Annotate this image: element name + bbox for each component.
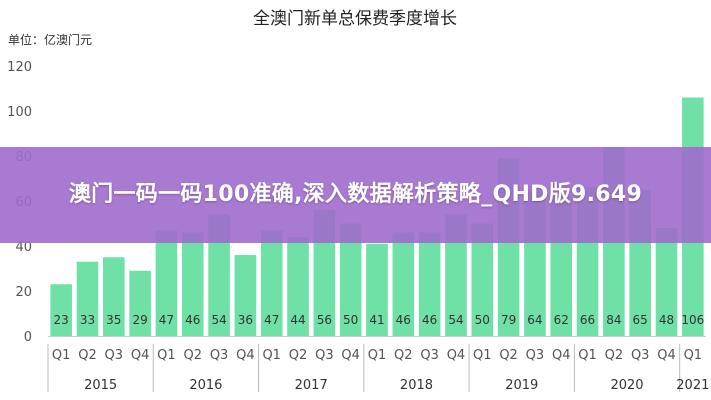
x-tick-label: Q3 — [210, 348, 229, 363]
bar-data-label: 79 — [501, 313, 516, 327]
x-tick-label: Q1 — [578, 348, 597, 363]
y-tick-label: 100 — [7, 105, 32, 120]
bar-data-label: 35 — [106, 313, 121, 327]
bar-data-label: 33 — [80, 313, 95, 327]
x-tick-label: Q1 — [473, 348, 492, 363]
overlay-banner: 澳门一码一码100准确,深入数据解析策略_QHD版9.649 — [0, 147, 711, 243]
x-tick-label: Q3 — [631, 348, 650, 363]
y-tick-label: 0 — [24, 330, 32, 345]
unit-label: 单位：亿澳门元 — [8, 32, 92, 47]
bar — [76, 261, 99, 336]
banner-text: 澳门一码一码100准确,深入数据解析策略_QHD版9.649 — [68, 182, 643, 207]
bar-data-label: 62 — [554, 313, 569, 327]
x-tick-label: Q3 — [105, 348, 124, 363]
x-tick-label: Q2 — [499, 348, 518, 363]
bar-data-label: 46 — [422, 313, 437, 327]
bar-data-label: 66 — [580, 313, 595, 327]
bar-data-label: 44 — [290, 313, 305, 327]
bar-data-label: 46 — [396, 313, 411, 327]
bar — [103, 257, 125, 336]
bar-data-label: 36 — [238, 313, 253, 327]
year-label: 2015 — [84, 378, 117, 393]
x-tick-label: Q3 — [526, 348, 545, 363]
bar-data-label: 84 — [606, 313, 621, 327]
x-tick-label: Q4 — [341, 348, 360, 363]
year-label: 2020 — [610, 378, 643, 393]
bar — [234, 255, 257, 336]
year-label: 2019 — [505, 378, 538, 393]
x-tick-label: Q1 — [368, 348, 387, 363]
bar-data-label: 41 — [369, 313, 384, 327]
x-tick-label: Q2 — [184, 348, 203, 363]
x-tick-label: Q4 — [131, 348, 150, 363]
year-label: 2018 — [400, 378, 433, 393]
bar-data-label: 23 — [54, 313, 69, 327]
x-tick-label: Q1 — [262, 348, 281, 363]
x-axis: Q1 Q2 Q3 Q4 Q1 Q2 Q3 Q4 Q1 Q2 Q3 Q4 Q1 Q2 Q3 Q4 Q1 Q2 Q3 Q4… — [47, 336, 709, 393]
bar-data-label: 54 — [448, 313, 463, 327]
bar-data-label: 46 — [185, 313, 200, 327]
bar — [366, 243, 388, 336]
x-tick-label: Q2 — [289, 348, 308, 363]
bar-data-label: 47 — [264, 313, 279, 327]
bar — [339, 223, 362, 336]
bar-data-label: 50 — [475, 313, 490, 327]
bar-data-label: 50 — [343, 313, 358, 327]
bar — [50, 284, 72, 336]
x-tick-label: Q3 — [315, 348, 334, 363]
year-label: 2021 — [676, 378, 709, 393]
bar — [129, 270, 151, 336]
year-label: 2016 — [189, 378, 222, 393]
year-label: 2017 — [295, 378, 328, 393]
bar-data-label: 48 — [659, 313, 674, 327]
bar — [208, 214, 230, 336]
bar — [287, 237, 309, 336]
bar — [471, 223, 494, 336]
x-tick-label: Q4 — [447, 348, 466, 363]
bar-data-label: 47 — [159, 313, 174, 327]
y-tick-label: 120 — [7, 60, 32, 75]
y-tick-label: 40 — [15, 240, 32, 255]
x-tick-label: Q1 — [52, 348, 71, 363]
chart-title: 全澳门新单总保费季度增长 — [253, 9, 457, 29]
y-tick-label: 20 — [15, 285, 32, 300]
bar — [181, 232, 204, 336]
x-tick-label: Q1 — [157, 348, 176, 363]
x-tick-label: Q3 — [420, 348, 439, 363]
bar — [260, 230, 283, 336]
x-tick-label: Q4 — [236, 348, 255, 363]
x-tick-label: Q2 — [78, 348, 97, 363]
x-tick-label: Q4 — [552, 348, 571, 363]
bar-data-label: 54 — [211, 313, 226, 327]
x-tick-label: Q2 — [394, 348, 413, 363]
bar — [418, 232, 441, 336]
bar — [155, 230, 178, 336]
x-tick-label: Q4 — [657, 348, 676, 363]
bar — [392, 232, 415, 336]
x-tick-label: Q2 — [605, 348, 624, 363]
x-tick-label: Q1 — [684, 348, 703, 363]
bar-data-label: 65 — [633, 313, 648, 327]
bar — [445, 214, 467, 336]
bar — [655, 228, 678, 336]
bar-data-label: 106 — [681, 313, 704, 327]
bar-data-label: 64 — [527, 313, 542, 327]
bar-data-label: 56 — [317, 313, 332, 327]
bar-data-label: 29 — [132, 313, 147, 327]
